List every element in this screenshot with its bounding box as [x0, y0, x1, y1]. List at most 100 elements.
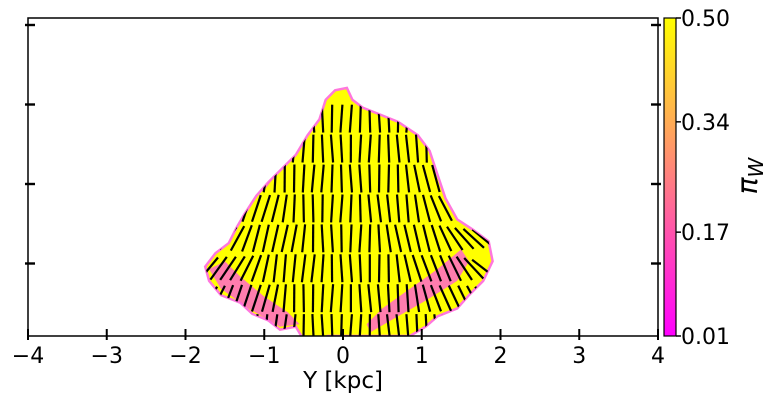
polarization-vector [412, 224, 422, 253]
polarization-vector [310, 254, 316, 283]
polarization-vector [330, 164, 334, 193]
colorbar-tick-label: 0.50 [681, 7, 730, 32]
polarization-vector [447, 255, 462, 282]
low-value-region [366, 249, 469, 333]
polarization-vector [311, 134, 315, 163]
polarization-vector [229, 255, 246, 281]
polarization-vector [454, 227, 475, 250]
x-axis-label: Y [kpc] [302, 368, 383, 394]
polarization-vector [438, 225, 453, 252]
polarization-vector [349, 224, 353, 253]
polarization-vector [292, 194, 296, 223]
polarization-vector [462, 228, 485, 249]
polarization-vector [281, 194, 288, 223]
polarization-vector [339, 134, 344, 163]
colorbar-label: πW [731, 156, 768, 194]
polarization-vector [330, 194, 334, 223]
polarization-vector [300, 254, 307, 283]
polarization-vector [395, 314, 401, 336]
heatmap-region [203, 86, 494, 336]
polarization-vector [437, 195, 453, 222]
polarization-vector [320, 254, 325, 283]
x-tick-label: 4 [651, 344, 665, 369]
polarization-vector [250, 254, 263, 282]
polarization-vector [377, 224, 382, 253]
polarization-vector [320, 224, 325, 253]
polarization-vector [403, 224, 412, 253]
polarization-vector [339, 104, 344, 133]
colorbar-tick-label: 0.01 [681, 325, 730, 350]
x-tick-label: 3 [572, 344, 586, 369]
polarization-vector [405, 194, 410, 223]
polarization-vector [348, 164, 354, 193]
polarization-vector [320, 164, 325, 193]
polarization-vector [403, 254, 412, 283]
polarization-vector [377, 254, 381, 283]
polarization-vector [404, 164, 411, 193]
polarization-vector [394, 224, 403, 253]
polarization-vector [302, 314, 305, 336]
polarization-vector [386, 194, 392, 223]
polarization-vector [329, 284, 335, 313]
polarization-vector [348, 104, 353, 133]
polarization-vector [209, 256, 228, 281]
polarization-vector [348, 254, 354, 283]
polarization-vector [272, 254, 278, 283]
polarization-vector [429, 194, 443, 222]
polarization-vector [229, 225, 246, 252]
polarization-vector [241, 224, 253, 252]
polarization-vector [320, 284, 325, 313]
polarization-vector [261, 254, 270, 283]
polarization-vector [377, 314, 382, 336]
polarization-vector [368, 164, 372, 193]
polarization-vector [396, 164, 400, 193]
polarization-vector [429, 254, 443, 282]
polarization-vector [367, 134, 372, 163]
polarization-vector [446, 226, 464, 251]
polarization-vector [455, 255, 473, 281]
polarization-vector [260, 284, 271, 313]
colorbar: 0.50 0.34 0.17 0.01 πW [663, 7, 768, 350]
polarization-vector [291, 254, 297, 283]
polarization-vector [395, 134, 401, 163]
colorbar-tick-labels: 0.50 0.34 0.17 0.01 [681, 7, 730, 350]
polarization-vector [339, 164, 343, 193]
polarization-vector [439, 254, 452, 282]
polarization-vector [463, 257, 485, 280]
polarization-vector [358, 134, 363, 163]
x-tick-label: 1 [415, 344, 429, 369]
x-tick-label: −2 [169, 344, 201, 369]
x-tick-label: −4 [12, 344, 44, 369]
polarization-vector [421, 194, 432, 223]
polarization-vector [330, 224, 334, 253]
polarization-vector [415, 314, 419, 336]
polarization-vector [281, 314, 288, 336]
polarization-vector [413, 284, 421, 313]
polarization-vector [411, 254, 423, 282]
polarization-vector [282, 284, 287, 313]
polarization-vector [270, 194, 280, 223]
polarization-vector [358, 164, 363, 193]
polarization-vector [239, 255, 255, 282]
polarization-vector [339, 314, 343, 336]
x-tick-label: 0 [336, 344, 350, 369]
polarization-vector [271, 224, 280, 253]
polarization-vector [348, 314, 353, 336]
polarization-vector [387, 254, 390, 283]
x-tick-label: −3 [91, 344, 123, 369]
polarization-vector [430, 224, 442, 253]
polarization-vector [376, 284, 382, 313]
polarization-vector [349, 194, 353, 223]
polarization-vector [250, 194, 262, 223]
polarization-vector [431, 164, 441, 193]
polarization-vector [367, 194, 373, 223]
polarization-vector [282, 254, 287, 283]
polarization-vector [320, 134, 325, 163]
polarization-vector [429, 284, 443, 312]
polarization-vector [413, 194, 421, 223]
polarization-vector [339, 194, 344, 223]
polarization-vector [405, 284, 410, 313]
polarization-vector [422, 224, 431, 253]
polarization-vector [320, 314, 325, 336]
